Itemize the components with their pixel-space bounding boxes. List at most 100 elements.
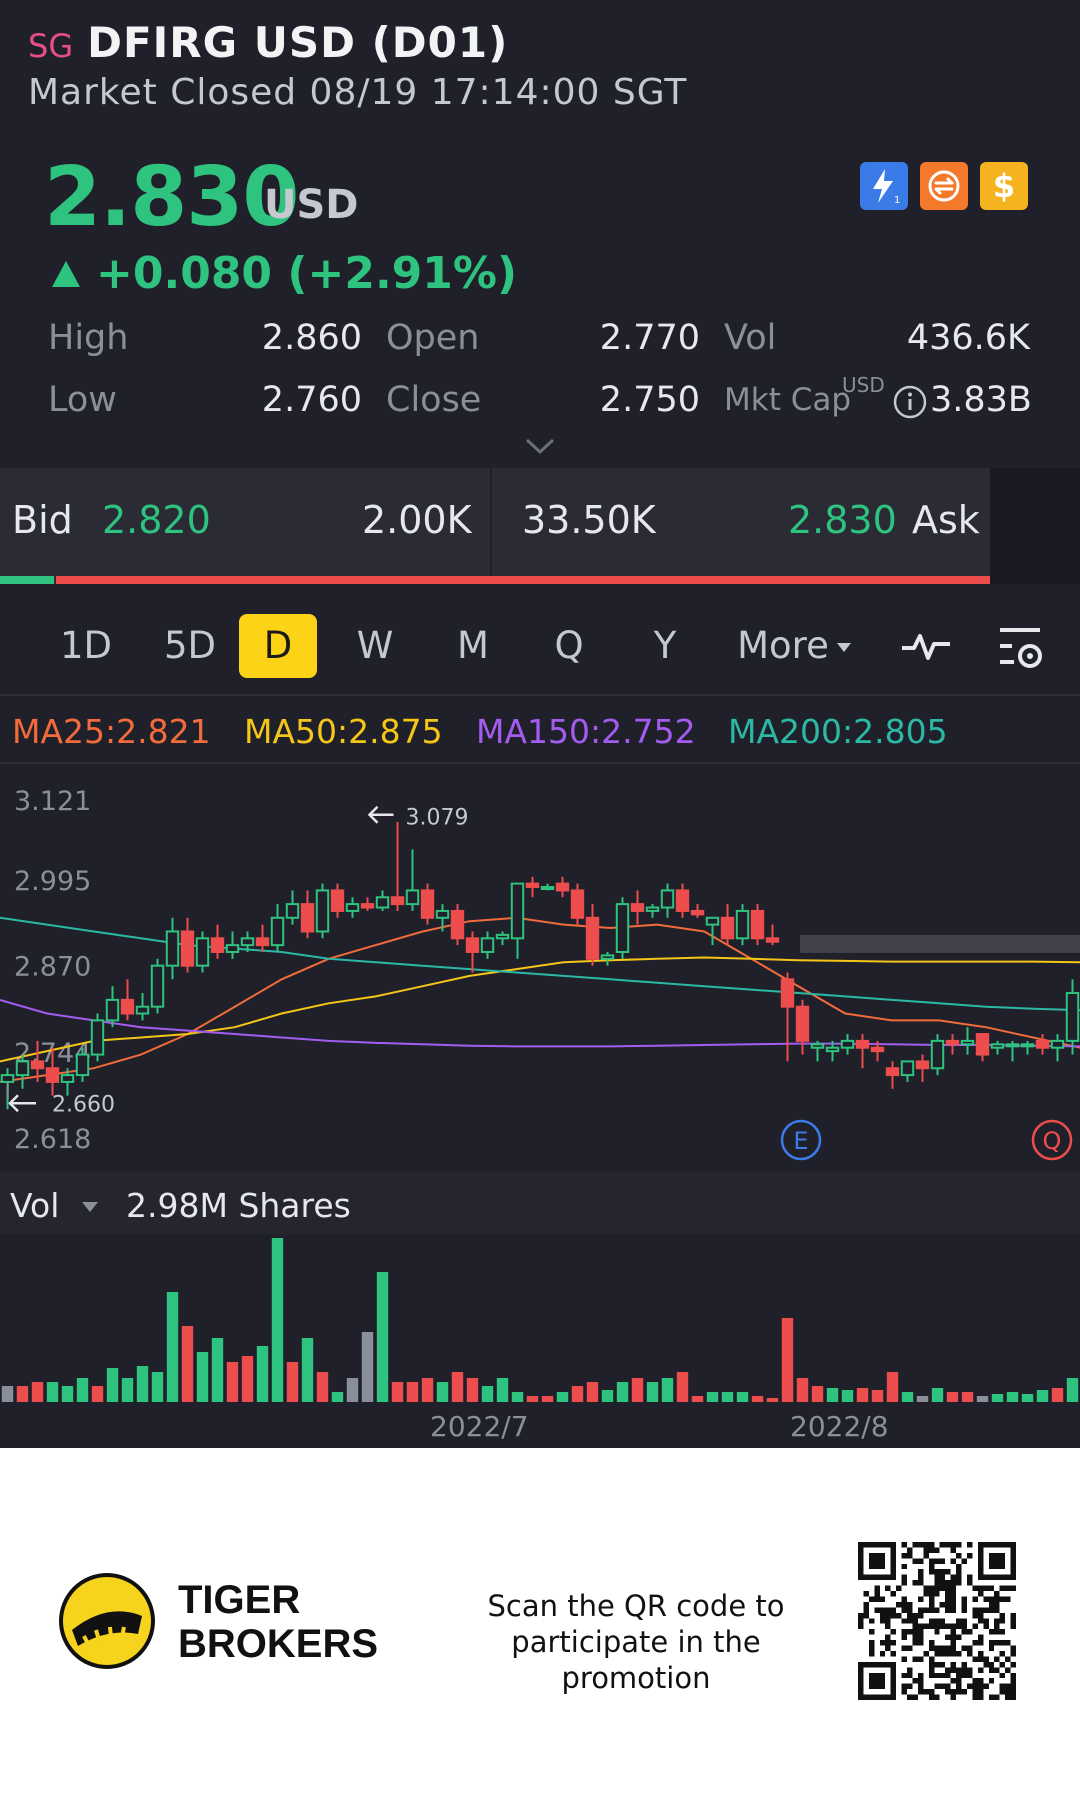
volume-bar [646, 1382, 659, 1402]
candle [270, 904, 285, 952]
volume-bar [601, 1390, 614, 1402]
tab-5d[interactable]: 5D [163, 624, 217, 667]
volume-bar [586, 1382, 599, 1402]
candle [750, 904, 765, 946]
header: SG DFIRG USD (D01) [28, 18, 508, 67]
caret-down-icon [836, 643, 851, 652]
volume-bar [256, 1346, 269, 1402]
swap-icon[interactable] [920, 162, 968, 210]
candle [675, 883, 690, 918]
high-value: 2.860 [261, 318, 362, 358]
brand-line2: BROKERS [178, 1622, 379, 1666]
tab-w[interactable]: W [356, 624, 394, 667]
brand-line1: TIGER [178, 1578, 301, 1622]
volume-bar [1036, 1390, 1049, 1402]
volume-bar [451, 1372, 464, 1402]
candle [225, 931, 240, 959]
volume-bar [61, 1386, 74, 1402]
indicator-icon[interactable] [898, 624, 954, 668]
candle [150, 958, 165, 1014]
candle [900, 1060, 915, 1082]
chevron-down-icon[interactable] [524, 436, 556, 456]
candle [345, 897, 360, 918]
volume-label[interactable]: Vol [10, 1186, 60, 1225]
volume-bar [871, 1390, 884, 1402]
open-label: Open [386, 318, 480, 358]
volume-bar [301, 1338, 314, 1402]
candle [735, 904, 750, 946]
candle [690, 904, 705, 918]
high-marker: 3.079 [367, 806, 468, 831]
candle [105, 986, 120, 1028]
candle [180, 917, 195, 973]
volume-header: Vol 2.98M Shares [0, 1172, 1080, 1234]
volume-bar [796, 1378, 809, 1402]
volume-bar [211, 1338, 224, 1402]
candle [435, 904, 450, 932]
close-value: 2.750 [599, 380, 700, 420]
chart-settings-icon[interactable] [996, 622, 1048, 672]
quarter-marker[interactable]: Q [1031, 1119, 1073, 1161]
qr-code[interactable] [858, 1542, 1016, 1700]
volume-bar [316, 1372, 329, 1402]
volume-bar [961, 1392, 974, 1402]
svg-text:Q: Q [1043, 1127, 1062, 1155]
bid-ask-side [990, 468, 1080, 584]
ma50-label: MA50:2.875 [244, 712, 443, 751]
vol-label: Vol [724, 318, 777, 358]
tab-d[interactable]: D [239, 614, 317, 678]
candle [870, 1040, 885, 1062]
candle [1020, 1040, 1035, 1055]
ma25-label: MA25:2.821 [12, 712, 211, 751]
candle [1050, 1034, 1065, 1062]
ask-price: 2.830 [788, 498, 897, 542]
volume-bar [31, 1382, 44, 1402]
candle [1005, 1040, 1020, 1062]
dollar-icon[interactable]: $ [980, 162, 1028, 210]
tab-q[interactable]: Q [554, 624, 584, 667]
candle [300, 890, 315, 939]
candle [885, 1061, 900, 1089]
ma-line-ma200 [0, 916, 1080, 1012]
volume-bar [1, 1386, 14, 1402]
bid-size: 2.00K [362, 498, 472, 542]
volume-bar [781, 1318, 794, 1402]
caret-down-icon[interactable] [82, 1202, 98, 1212]
volume-chart[interactable] [0, 1236, 1080, 1402]
price-band [800, 934, 1080, 953]
ma-line-ma150 [0, 998, 1080, 1048]
candle [240, 931, 255, 952]
candle [255, 924, 270, 952]
tab-more[interactable]: More [734, 614, 854, 678]
tab-y[interactable]: Y [653, 624, 677, 667]
volume-bar [286, 1362, 299, 1402]
promo-line1: Scan the QR code to [487, 1589, 785, 1623]
x-label-aug: 2022/8 [790, 1410, 889, 1443]
tab-1d[interactable]: 1D [59, 624, 113, 667]
earnings-marker[interactable]: E [780, 1119, 822, 1161]
vol-value: 436.6K [906, 318, 1030, 358]
volume-bar [661, 1378, 674, 1402]
candle [210, 924, 225, 959]
volume-bar [691, 1396, 704, 1402]
info-icon[interactable] [892, 384, 928, 420]
candle [405, 849, 420, 911]
volume-bar [106, 1368, 119, 1402]
flash-icon[interactable]: 1 [860, 162, 908, 210]
tab-m[interactable]: M [457, 624, 489, 667]
candle [330, 883, 345, 918]
volume-bar [841, 1390, 854, 1402]
y-tick-label: 3.121 [14, 786, 91, 817]
close-label: Close [386, 380, 482, 420]
open-value: 2.770 [599, 318, 700, 358]
volume-bar [616, 1382, 629, 1402]
candle [120, 979, 135, 1021]
ask-label: Ask [912, 498, 980, 542]
svg-text:1: 1 [894, 195, 900, 205]
candle [465, 931, 480, 973]
candle [495, 931, 510, 946]
period-tabs: 1D 5D D W M Q Y More [0, 614, 1080, 678]
ma200-label: MA200:2.805 [728, 712, 948, 751]
divider [0, 694, 1080, 696]
